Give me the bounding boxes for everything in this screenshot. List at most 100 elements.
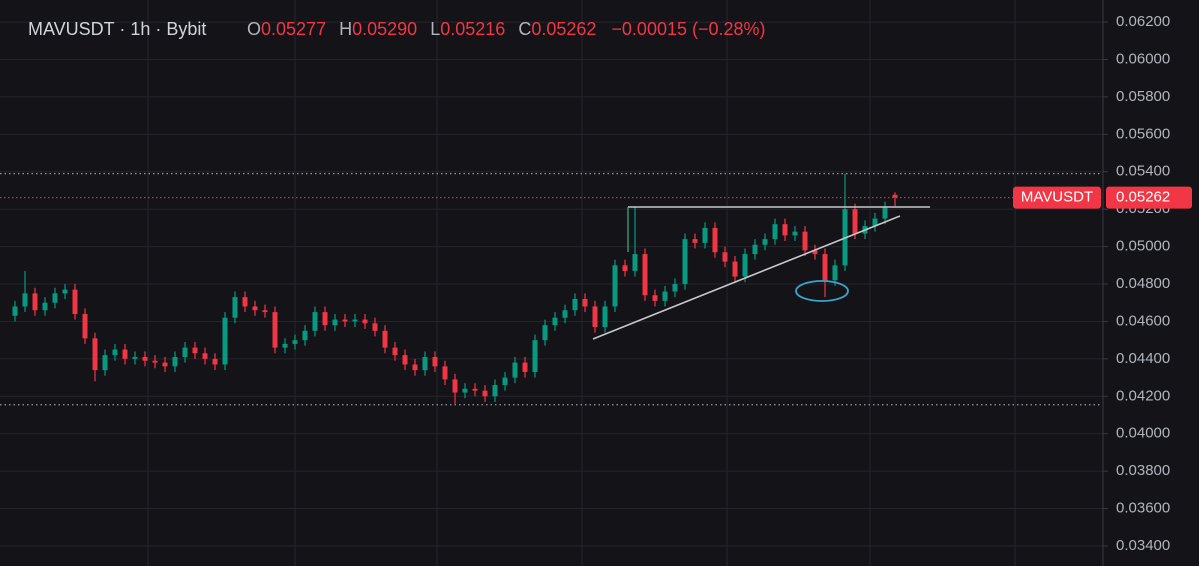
candle-body [642,254,648,296]
candle-body [442,366,448,380]
candle-body [322,312,328,326]
candle-body [342,319,348,322]
candle-body [212,358,218,365]
candle-body [542,325,548,341]
candle-body [852,209,858,234]
ohlc-letter: L [430,19,440,39]
candle-body [262,310,268,313]
candle-body [152,360,158,363]
candle-body [352,319,358,322]
candle-body [602,306,608,328]
candle-body [812,250,818,255]
candle-body [492,385,498,397]
candle-body [142,357,148,361]
candle-body [742,254,748,277]
candle-body [52,293,58,303]
candle-body [402,355,408,365]
price-tag-symbol: MAVUSDT [1021,189,1093,206]
y-tick-label: 0.05400 [1116,163,1170,180]
candle-body [802,231,808,251]
y-tick-label: 0.03800 [1116,462,1170,479]
candle-body [532,340,538,372]
candle-body [72,289,78,314]
candle-body [462,388,468,393]
candle-body [472,388,478,391]
candle-body [252,306,258,311]
vertical-grid [147,0,1016,566]
candle-body [102,355,108,371]
candle-body [872,218,878,227]
candle-body [722,252,728,262]
y-tick-label: 0.04000 [1116,425,1170,442]
candle-body [652,295,658,301]
candle-body [772,224,778,240]
price-tag-symbol-bg [1013,186,1101,209]
candle-body [232,297,238,318]
candle-body [832,265,838,281]
candle-body [572,298,578,311]
candle-body [892,194,898,198]
price-tag-label: 0.05262 [1116,189,1170,206]
y-tick-label: 0.03600 [1116,500,1170,517]
ohlc-value: 0.05277 [261,19,326,39]
candle-body [202,353,208,359]
candle-body [382,330,388,348]
y-tick-label: 0.04800 [1116,275,1170,292]
candle-body [172,357,178,367]
candle-body [512,362,518,378]
candle-body [292,340,298,344]
candle-body [682,239,688,285]
candle-body [672,284,678,292]
candle-body [592,306,598,328]
candle-body [332,319,338,326]
ohlc-value: 0.05216 [440,19,505,39]
price-tag-bg [1106,186,1192,209]
y-tick-label: 0.05600 [1116,125,1170,142]
candle-body [692,239,698,243]
candle-body [752,244,758,255]
candle-body [612,265,618,307]
candle-body [372,323,378,331]
candle-body [42,302,48,311]
candle-body [522,362,528,372]
candle-body [432,357,438,367]
candle-body [782,224,788,236]
candle-body [132,357,138,359]
ohlc-value: 0.05290 [352,19,417,39]
candle-body [282,343,288,348]
candle-body [552,317,558,326]
y-tick-label: 0.05800 [1116,88,1170,105]
candle-body [312,312,318,331]
candle-body [222,317,228,365]
ohlc-letter: C [518,19,531,39]
ohlc-letter: H [339,19,352,39]
candle-body [582,298,588,307]
candle-body [822,254,828,281]
candle-body [302,330,308,341]
highlight-ellipse [795,280,849,302]
symbol-line: MAVUSDT · 1h · Bybit [28,19,206,39]
candle-body [482,390,488,397]
y-tick-label: 0.06200 [1116,13,1170,30]
candle-body [112,349,118,356]
candle-body [422,357,428,371]
candle-body [22,293,28,307]
drawings [592,206,930,340]
y-tick-label: 0.05000 [1116,238,1170,255]
change: −0.00015 (−0.28%) [611,19,765,39]
candle-body [412,364,418,371]
candle-body [362,319,368,324]
trend-line [592,215,901,340]
candle-body [622,265,628,271]
ohlc-legend: O0.05277 H0.05290 L0.05216 C0.05262 −0.0… [247,19,766,39]
candle-body [32,293,38,311]
candle-body [392,347,398,356]
candle-body [712,227,718,253]
candle-body [732,261,738,277]
candle-body [882,207,888,219]
candle-body [762,239,768,245]
candle-body [452,379,458,393]
